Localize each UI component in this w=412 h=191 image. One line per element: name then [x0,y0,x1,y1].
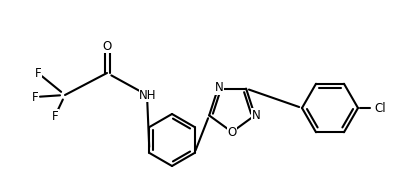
Text: F: F [35,66,41,79]
Text: Cl: Cl [374,101,386,114]
Text: O: O [102,40,112,53]
Text: NH: NH [139,88,157,101]
Text: F: F [52,109,59,122]
Text: N: N [215,81,223,94]
Text: N: N [251,109,260,122]
Text: O: O [227,125,236,138]
Text: F: F [32,91,38,104]
